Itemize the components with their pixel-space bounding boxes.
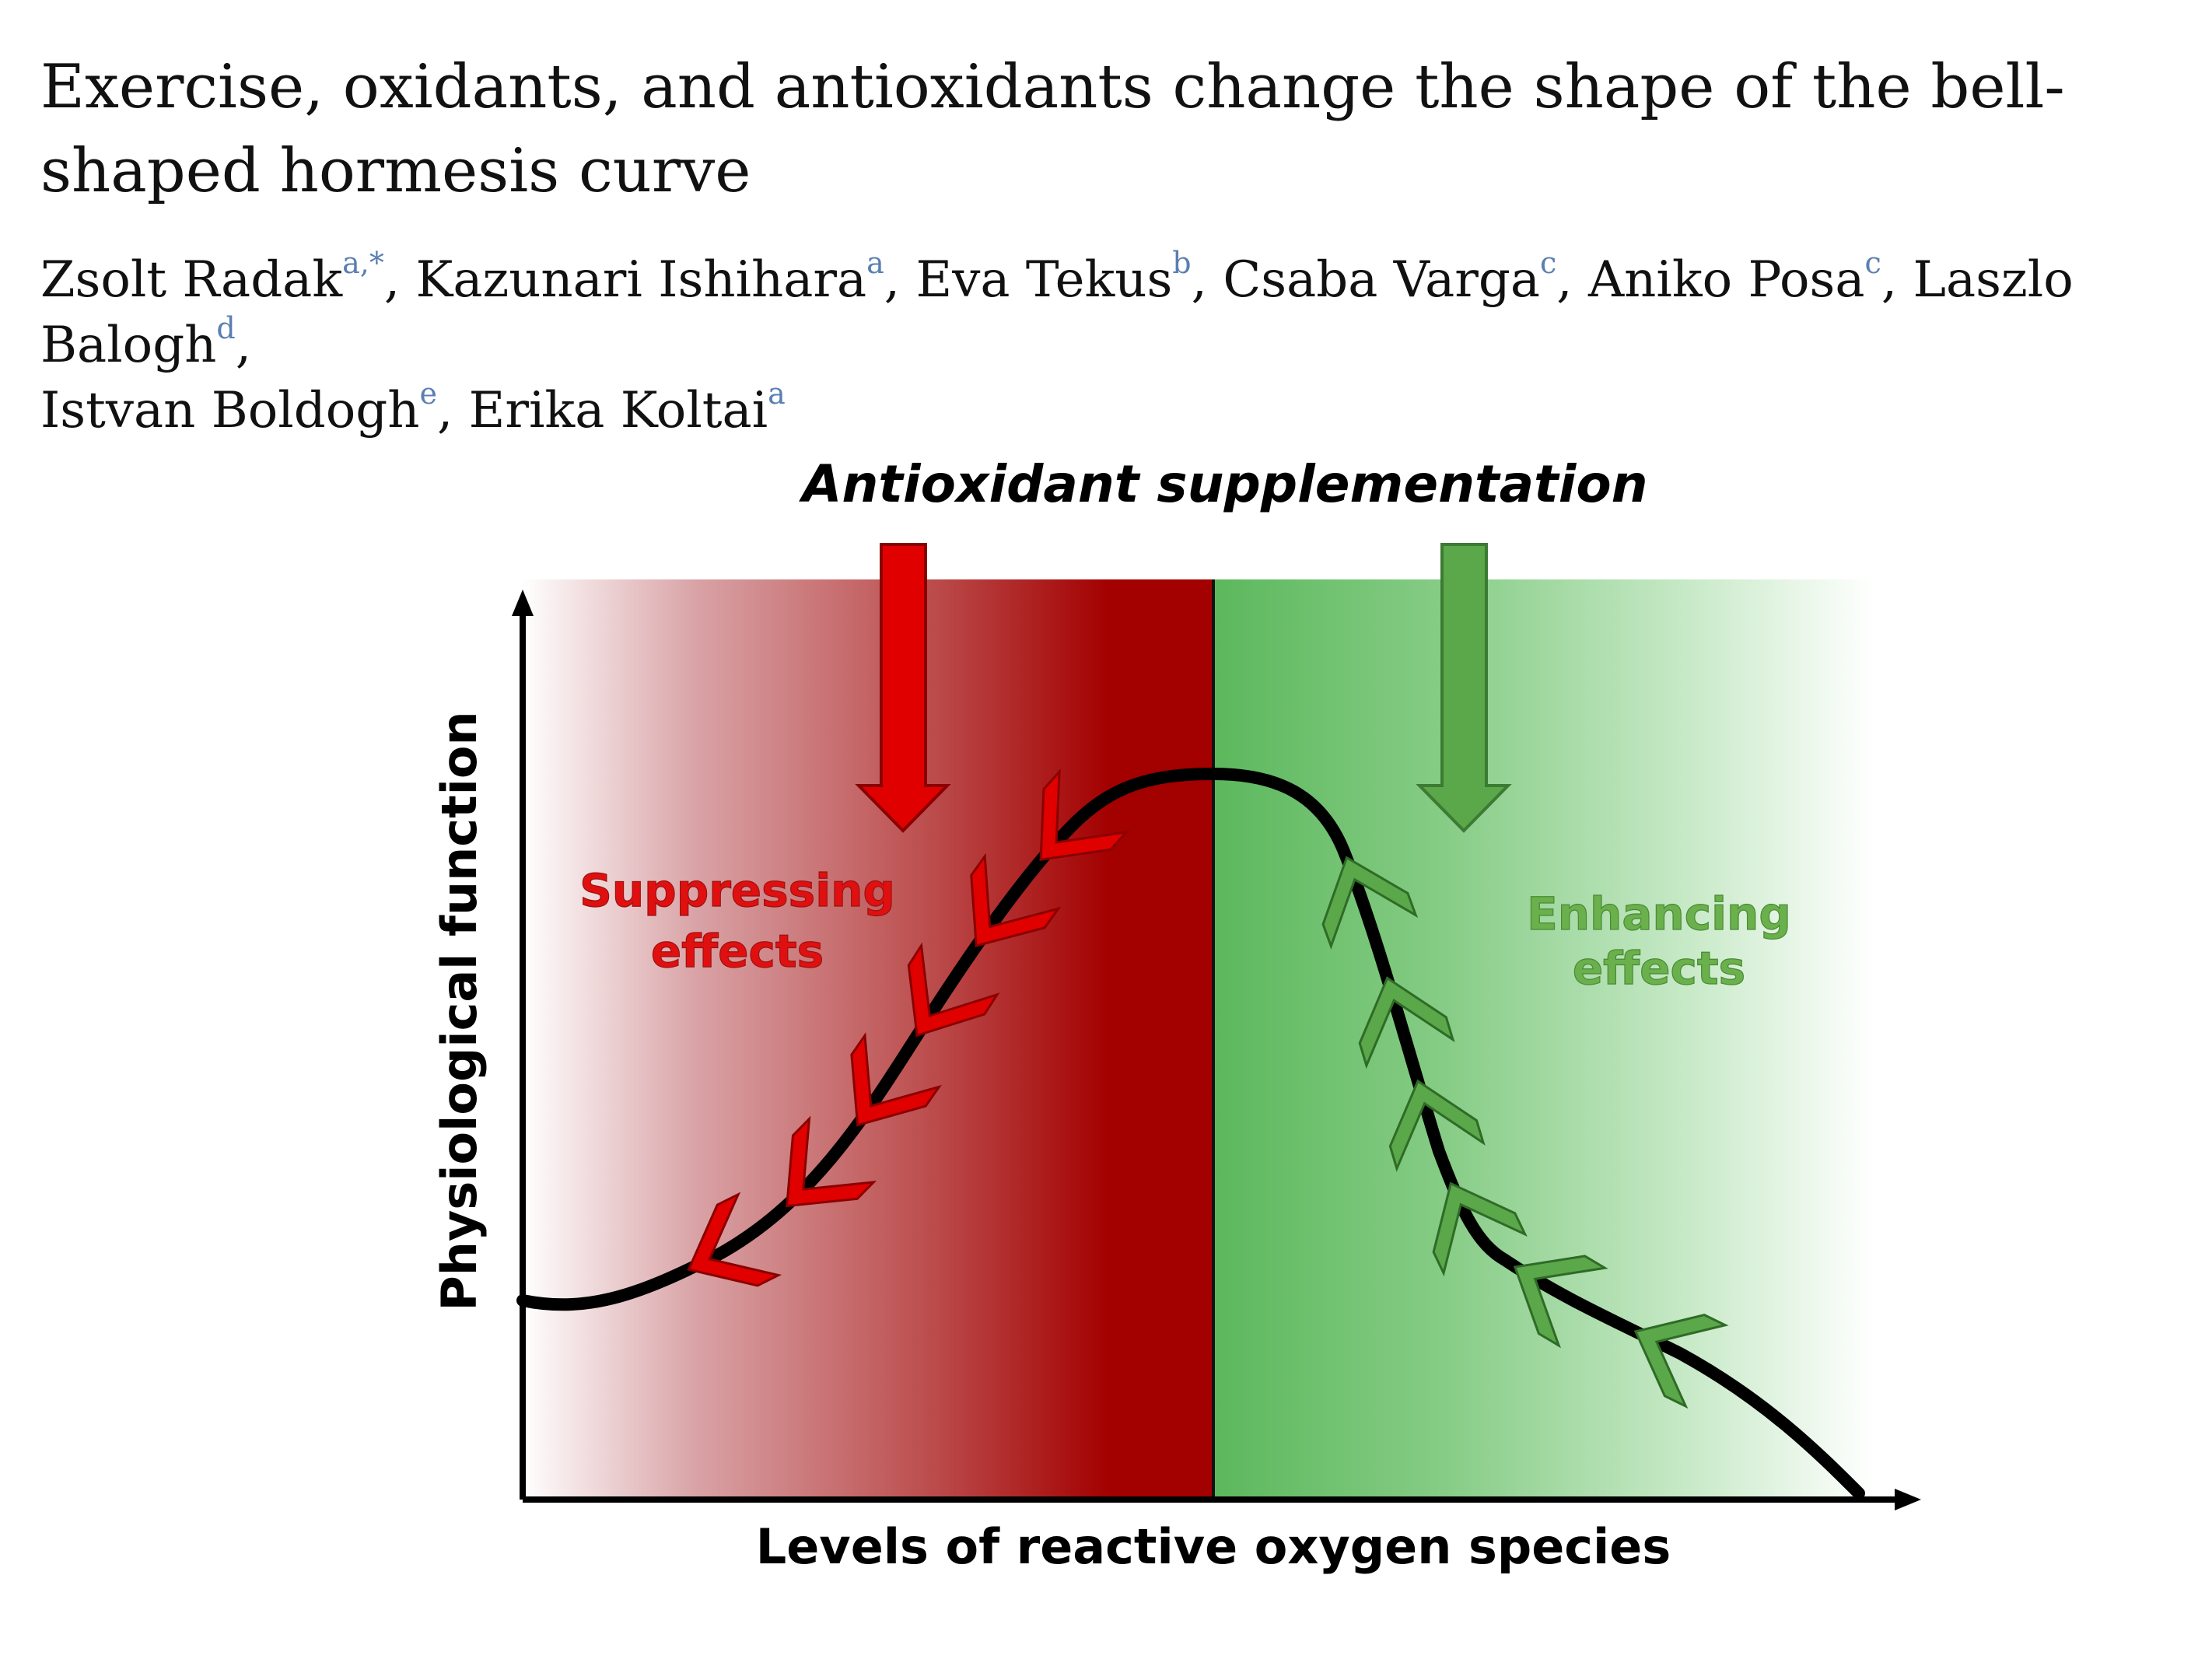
hormesis-curve	[516, 767, 1865, 1500]
author-affiliation[interactable]: e	[419, 376, 437, 411]
top-label: Antioxidant supplementation	[798, 454, 1647, 514]
curve-chevron	[786, 1115, 877, 1208]
enhancing-label-line2: effects	[1573, 942, 1745, 995]
curve-chevron	[1432, 1181, 1528, 1277]
y-axis-label: Physiological function	[431, 711, 488, 1311]
curve-chevron	[1321, 856, 1419, 950]
author-name: Istvan Boldogh	[40, 382, 420, 439]
curve-chevron	[907, 942, 1000, 1038]
enhancing-zone	[1213, 579, 1874, 1500]
author-name: Kazunari Ishihara	[415, 251, 867, 309]
author-affiliation[interactable]: d	[216, 311, 236, 345]
curve-chevron	[850, 1032, 942, 1127]
x-axis-label: Levels of reactive oxygen species	[756, 1518, 1671, 1575]
author-name: Laszlo Balogh	[40, 251, 2074, 374]
author-name: Erika Koltai	[468, 382, 768, 439]
author-affiliation[interactable]: b	[1172, 246, 1192, 280]
curve-chevron	[1633, 1314, 1729, 1409]
curve-chevron	[1358, 976, 1455, 1069]
author-affiliation[interactable]: a	[768, 376, 786, 411]
author-list: Zsolt Radaka,*, Kazunari Ishiharaa, Eva …	[40, 246, 2074, 439]
author-name: Zsolt Radak	[40, 251, 343, 309]
suppressing-label-line1: Suppressing	[579, 864, 895, 917]
green-down-arrow	[1416, 543, 1512, 833]
author-name: Aniko Posa	[1587, 251, 1865, 309]
y-axis-arrowhead	[512, 590, 534, 616]
x-axis-arrowhead	[1895, 1489, 1921, 1510]
author-affiliation[interactable]: a,*	[342, 246, 384, 280]
paper-title: Exercise, oxidants, and antioxidants cha…	[40, 52, 2065, 206]
curve-chevron	[970, 852, 1062, 947]
curve-chevron	[687, 1192, 782, 1287]
author-affiliation[interactable]: a	[866, 246, 884, 280]
curve-chevron	[1513, 1255, 1608, 1349]
red-chevron-group	[687, 768, 1130, 1287]
green-chevron-group	[1321, 856, 1729, 1409]
author-name: Eva Tekus	[915, 251, 1173, 309]
author-name: Csaba Varga	[1223, 251, 1540, 309]
curve-chevron	[1388, 1079, 1486, 1172]
curve-chevron	[1039, 768, 1130, 862]
enhancing-label-line1: Enhancing	[1527, 887, 1791, 940]
author-affiliation[interactable]: c	[1864, 246, 1881, 280]
red-down-arrow	[855, 543, 951, 833]
suppressing-zone	[523, 579, 1213, 1500]
author-affiliation[interactable]: c	[1539, 246, 1557, 280]
suppressing-label-line2: effects	[651, 925, 824, 978]
